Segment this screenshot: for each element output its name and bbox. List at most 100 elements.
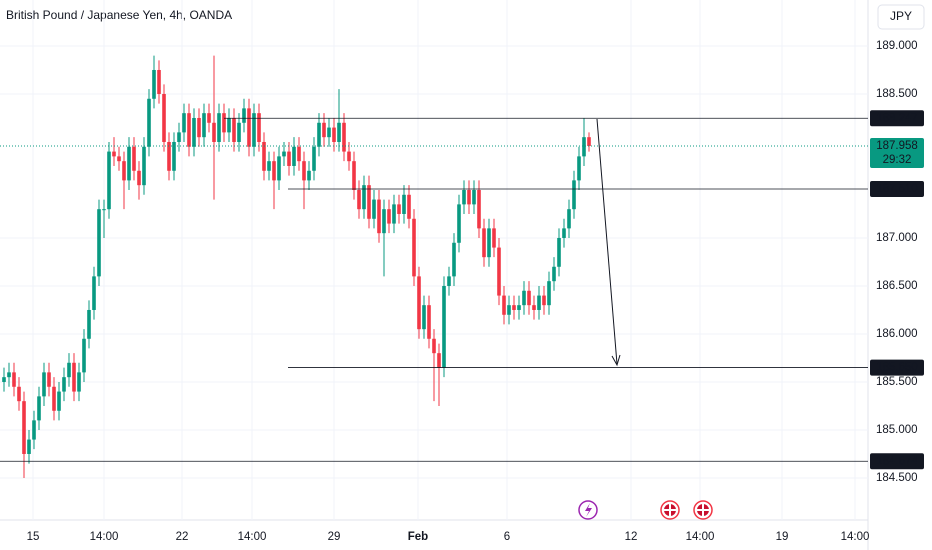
candle-body (467, 189, 471, 205)
y-tick-label: 189.000 (876, 40, 918, 52)
candle-body (397, 204, 401, 214)
candle-body (67, 362, 71, 378)
candle-body (42, 372, 46, 397)
candle-body (537, 295, 541, 310)
candle-body (497, 247, 501, 296)
candle-body (307, 170, 311, 181)
x-tick-label: 6 (504, 531, 510, 543)
candle-body (352, 161, 356, 190)
candle-body (247, 108, 251, 147)
candle-body (417, 276, 421, 330)
candle-body (442, 285, 446, 368)
last-price-label: 187.958 (876, 140, 918, 152)
x-tick-label: Feb (408, 531, 428, 543)
candle-body (47, 372, 51, 387)
level-price-label: 187.510 (876, 183, 918, 195)
candle-body (567, 209, 571, 229)
candle-body (502, 295, 506, 315)
candle-body (62, 377, 66, 392)
candle-body (162, 93, 166, 142)
candle-body (337, 122, 341, 142)
candle-body (137, 170, 141, 186)
candle-body (97, 209, 101, 277)
level-price-box (870, 181, 924, 198)
candle-body (302, 161, 306, 181)
y-tick-label: 186.500 (876, 280, 918, 292)
level-price-box (870, 110, 924, 127)
candle-body (77, 372, 81, 392)
candle-body (187, 113, 191, 147)
candle-body (242, 108, 246, 123)
currency-label[interactable]: JPY (890, 9, 912, 23)
candle-body (147, 98, 151, 147)
candle-body (412, 218, 416, 277)
level-price-box (870, 453, 924, 470)
candle-body (312, 146, 316, 171)
candle-body (27, 439, 31, 454)
candle-body (527, 290, 531, 306)
candle-body (192, 117, 196, 147)
candle-body (277, 156, 281, 181)
candle-body (167, 141, 171, 171)
y-tick-label: 185.000 (876, 424, 918, 436)
candle-body (262, 141, 266, 171)
candle-body (152, 69, 156, 99)
candle-body (37, 396, 41, 421)
x-tick-label: 14:00 (238, 531, 267, 543)
candle-body (317, 122, 321, 147)
candle-body (522, 290, 526, 306)
candle-body (432, 338, 436, 354)
candle-body (447, 276, 451, 286)
candle-body (232, 117, 236, 142)
level-price-label: 185.650 (876, 362, 918, 374)
x-tick-label: 12 (625, 531, 638, 543)
candle-body (472, 189, 476, 205)
candle-body (132, 146, 136, 171)
candle-body (462, 189, 466, 205)
candle-body (82, 338, 86, 373)
candle-body (252, 113, 256, 147)
x-tick-label: 22 (176, 531, 189, 543)
candle-body (282, 151, 286, 157)
candle-body (87, 309, 91, 339)
candle-body (437, 353, 441, 368)
x-tick-label: 14:00 (90, 531, 119, 543)
candle-body (322, 122, 326, 138)
candle-body (547, 281, 551, 306)
candle-body (157, 69, 161, 94)
candle-body (382, 209, 386, 234)
candle-body (127, 146, 131, 181)
y-tick-label: 185.500 (876, 376, 918, 388)
candle-body (357, 189, 361, 210)
candle-body (287, 151, 291, 166)
candle-body (482, 228, 486, 258)
candle-body (172, 141, 176, 171)
event-icons (578, 500, 713, 520)
candle-body (122, 161, 126, 181)
candle-body (372, 199, 376, 219)
x-tick-label: 15 (27, 531, 40, 543)
candle-body (342, 122, 346, 152)
candle-body (452, 242, 456, 277)
candle-body (392, 204, 396, 224)
candle-body (197, 117, 201, 138)
candle-body (2, 377, 6, 382)
candle-body (407, 194, 411, 219)
last-price-box (870, 138, 924, 169)
candle-body (112, 151, 116, 157)
x-tick-label: 29 (328, 531, 341, 543)
countdown-label: 29:32 (883, 154, 912, 166)
candle-body (487, 228, 491, 258)
candle-body (297, 146, 301, 162)
candle-body (552, 266, 556, 282)
candle-body (102, 209, 106, 211)
currency-button[interactable] (877, 4, 925, 30)
chart-title: British Pound / Japanese Yen, 4h, OANDA (6, 8, 232, 22)
candle-body (12, 372, 16, 387)
candle-body (477, 189, 481, 229)
candle-body (257, 113, 261, 142)
candle-body (367, 185, 371, 219)
candle-body (237, 122, 241, 142)
candle-body (577, 156, 581, 181)
